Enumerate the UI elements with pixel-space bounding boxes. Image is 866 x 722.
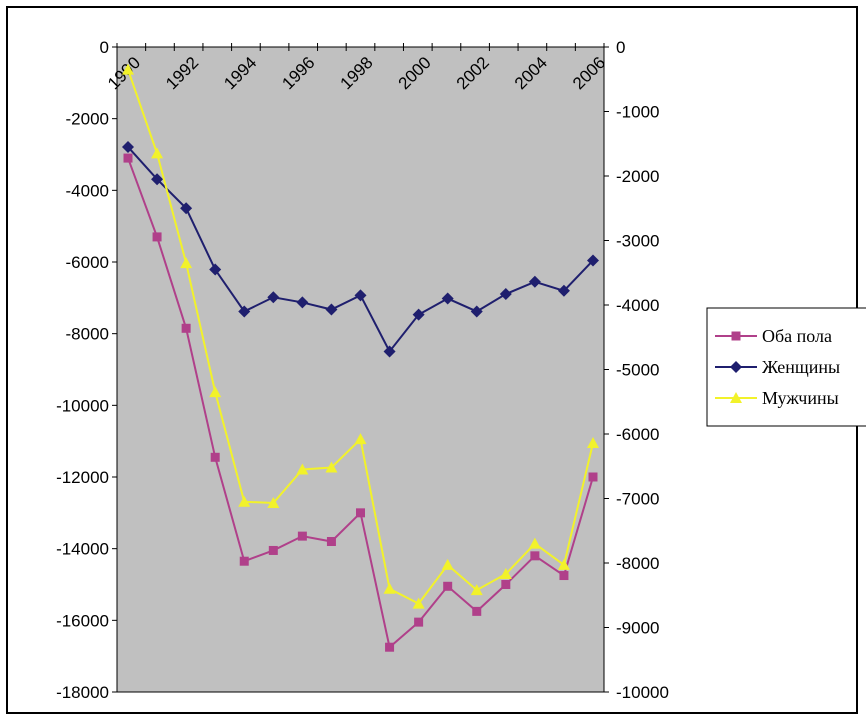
legend-entry: Женщины: [715, 357, 840, 377]
legend-entry: Мужчины: [715, 388, 839, 408]
plot-area: [116, 46, 605, 693]
y-right-tick-label: -5000: [616, 361, 659, 380]
data-point-square: [123, 153, 133, 163]
data-point-diamond: [238, 305, 251, 318]
y-left-tick-label: -8000: [66, 325, 109, 344]
y-left-tick-label: -18000: [56, 683, 109, 702]
data-point-square: [152, 232, 162, 242]
data-point-square: [559, 571, 569, 581]
legend-entry: Оба пола: [715, 326, 832, 346]
data-point-square: [385, 642, 395, 652]
data-point-triangle: [412, 597, 425, 609]
data-point-diamond: [325, 303, 338, 316]
data-point-diamond: [730, 361, 742, 373]
y-right-tick-label: -9000: [616, 619, 659, 638]
data-point-triangle: [122, 63, 134, 75]
y-right-tick-label: -4000: [616, 296, 659, 315]
data-point-diamond: [383, 345, 396, 358]
data-point-diamond: [587, 254, 599, 267]
data-point-triangle: [180, 257, 193, 269]
data-point-square: [326, 537, 336, 546]
y-left-tick-label: -12000: [56, 468, 109, 487]
data-point-diamond: [528, 275, 541, 288]
data-point-square: [268, 545, 278, 555]
data-point-triangle: [730, 392, 742, 403]
data-point-triangle: [151, 147, 164, 159]
data-point-square: [443, 581, 453, 591]
y-right-tick-label: -8000: [616, 554, 659, 573]
data-point-diamond: [470, 305, 483, 318]
data-point-triangle: [238, 495, 251, 507]
y-left-tick-label: -6000: [66, 253, 109, 272]
data-point-triangle: [354, 433, 367, 445]
data-point-triangle: [325, 461, 338, 473]
series-1: [123, 153, 598, 652]
data-point-triangle: [499, 567, 512, 579]
y-left-tick-label: -2000: [66, 110, 109, 129]
y-right-tick-label: 0: [616, 38, 625, 57]
y-right-tick-label: -6000: [616, 425, 659, 444]
y-right-tick-label: -10000: [616, 683, 669, 702]
data-point-diamond: [354, 289, 367, 302]
legend-label: Женщины: [762, 357, 840, 377]
series-3: [122, 63, 599, 609]
data-point-triangle: [587, 437, 599, 449]
y-right-tick-label: -1000: [616, 103, 659, 122]
data-point-square: [472, 606, 482, 616]
data-point-triangle: [557, 558, 570, 570]
data-point-triangle: [267, 497, 280, 509]
data-point-square: [414, 617, 424, 627]
data-point-diamond: [209, 263, 222, 276]
y-left-tick-label: -14000: [56, 540, 109, 559]
data-point-triangle: [209, 386, 222, 398]
data-point-triangle: [383, 582, 396, 594]
data-point-triangle: [470, 584, 483, 596]
legend-label: Оба пола: [762, 326, 832, 346]
data-point-diamond: [557, 284, 570, 297]
data-point-square: [588, 472, 598, 482]
data-point-triangle: [528, 537, 541, 549]
data-point-square: [530, 551, 540, 561]
data-point-triangle: [296, 463, 309, 475]
y-right-tick-label: -3000: [616, 232, 659, 251]
legend-label: Мужчины: [762, 388, 839, 408]
data-point-diamond: [441, 292, 454, 305]
data-point-diamond: [296, 296, 309, 309]
y-left-tick-label: -16000: [56, 611, 109, 630]
y-left-tick-label: -10000: [56, 396, 109, 415]
data-point-square: [181, 323, 191, 333]
data-point-square: [210, 452, 220, 462]
y-left-tick-label: -4000: [66, 181, 109, 200]
y-right-tick-label: -7000: [616, 490, 659, 509]
series-layer: [122, 63, 599, 652]
data-point-square: [501, 580, 511, 589]
data-point-square: [356, 508, 365, 518]
data-point-square: [731, 331, 741, 341]
y-left-tick-label: 0: [100, 38, 109, 57]
data-point-diamond: [122, 140, 134, 153]
y-right-tick-label: -2000: [616, 167, 659, 186]
legend: Оба пола Женщины Мужчины: [706, 307, 866, 427]
data-point-diamond: [180, 202, 193, 215]
data-point-square: [239, 556, 249, 566]
data-point-diamond: [267, 291, 280, 304]
series-2: [122, 140, 599, 358]
data-point-diamond: [151, 173, 164, 186]
data-point-diamond: [499, 288, 512, 301]
data-point-diamond: [412, 308, 425, 321]
data-point-square: [297, 531, 307, 541]
data-point-triangle: [441, 558, 454, 570]
